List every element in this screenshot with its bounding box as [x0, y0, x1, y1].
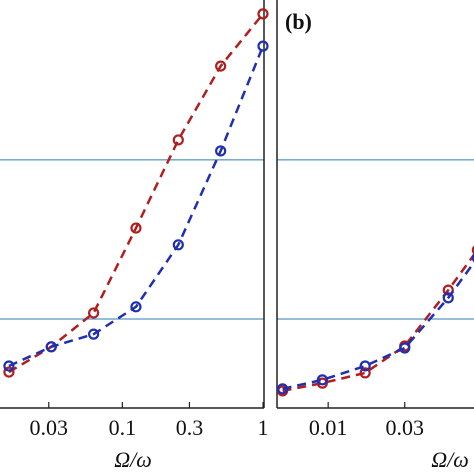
data-point [276, 383, 289, 395]
data-point [172, 134, 184, 146]
data-point [3, 366, 15, 378]
data-point [442, 292, 454, 304]
data-point [359, 360, 371, 372]
data-point [88, 307, 100, 319]
x-tick-label: 0.3 [176, 415, 204, 440]
data-point [471, 245, 474, 255]
x-tick-label: 0.1 [109, 415, 137, 440]
x-axis-label: Ω/ω [431, 447, 469, 472]
data-point [215, 145, 227, 157]
data-point [316, 374, 328, 386]
data-point [471, 253, 474, 263]
data-point [359, 367, 371, 379]
data-point [215, 60, 227, 72]
data-point [130, 222, 142, 234]
x-tick-label: 1 [258, 415, 269, 440]
series-line [8, 45, 265, 368]
x-tick-label: 0.01 [309, 415, 348, 440]
data-point [442, 284, 454, 296]
data-point [257, 8, 269, 20]
data-point [257, 40, 269, 52]
data-point [88, 328, 100, 340]
series-line [282, 252, 474, 393]
x-tick-label: 0.01 [0, 415, 1, 440]
series-line [282, 260, 474, 391]
x-tick-label: 0.03 [30, 415, 69, 440]
data-point [130, 301, 142, 313]
data-point [399, 342, 411, 354]
data-point [172, 239, 184, 251]
panel-label: (b) [285, 9, 312, 34]
data-point [45, 341, 57, 353]
data-point [3, 360, 15, 372]
x-axis-label: Ω/ω [114, 447, 152, 472]
x-tick-label: 0.03 [386, 415, 425, 440]
